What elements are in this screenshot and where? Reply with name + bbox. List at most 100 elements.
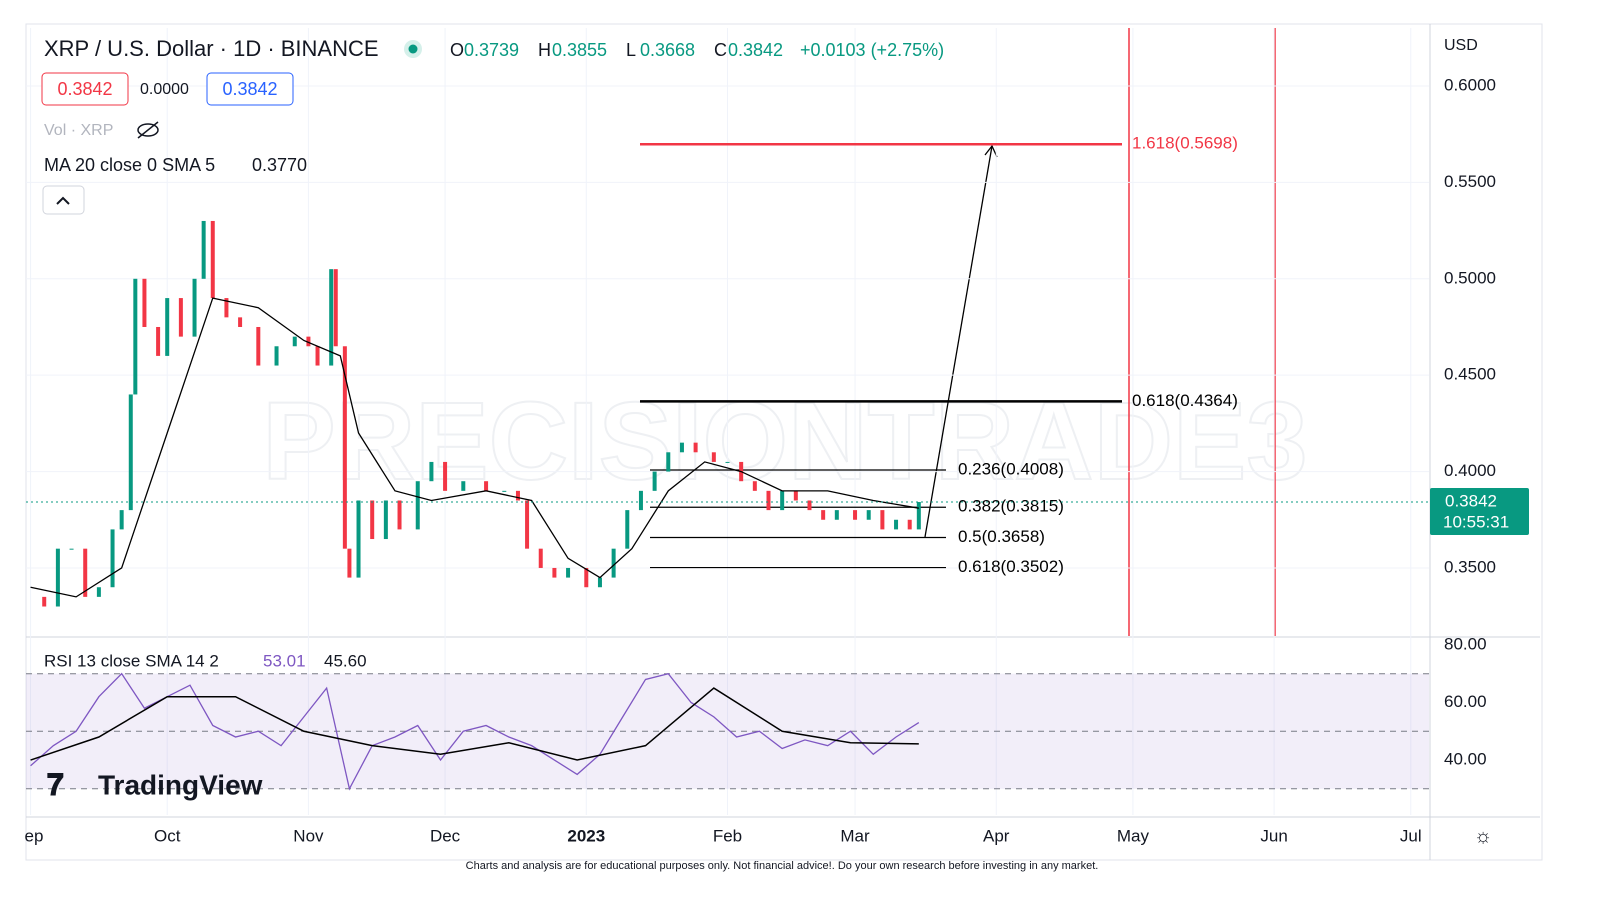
candle-body	[119, 510, 124, 530]
ma-value: 0.3770	[252, 155, 307, 175]
ma-line	[30, 297, 919, 598]
candle-body	[397, 500, 402, 530]
y-tick-label: 0.5500	[1444, 172, 1496, 191]
x-tick-label: ep	[25, 826, 44, 845]
ohlc-value: 0.3668	[640, 40, 695, 60]
ohlc-value: 0.3842	[728, 40, 783, 60]
candle-body	[515, 490, 520, 501]
y-tick-label: 0.5000	[1444, 268, 1496, 287]
ohlc-key: C	[714, 40, 727, 60]
x-tick-label: May	[1117, 826, 1150, 845]
candle-body	[552, 567, 557, 578]
candle-body	[274, 346, 279, 366]
buy-button[interactable]	[206, 72, 294, 106]
candle-body	[693, 442, 698, 453]
candle-body	[625, 510, 630, 549]
fib-label: 0.5(0.3658)	[958, 527, 1045, 546]
sell-price[interactable]: 0.3842	[57, 79, 112, 99]
candle-body	[502, 490, 507, 492]
candle-body	[880, 510, 885, 530]
candle-body	[356, 500, 361, 578]
y-tick-label: 0.4000	[1444, 461, 1496, 480]
candle-body	[55, 548, 60, 607]
candle-body	[866, 510, 871, 520]
y-tick-label: 0.4500	[1444, 365, 1496, 384]
candle-body	[306, 336, 311, 347]
watermark: PRECISIONTRADE3	[262, 380, 1307, 503]
candle-body	[415, 481, 420, 530]
disclaimer: Charts and analysis are for educational …	[466, 860, 1099, 872]
last-price-label: 0.3842	[1445, 492, 1497, 511]
candle-body	[916, 502, 921, 530]
candle-body	[597, 577, 602, 588]
candle-body	[584, 567, 589, 588]
candle-body	[821, 510, 826, 520]
candle-body	[165, 298, 170, 356]
candle-body	[347, 548, 352, 578]
status-dot	[408, 44, 418, 54]
candle-body	[611, 548, 616, 578]
candle-body	[238, 317, 243, 327]
candle-body	[142, 278, 147, 327]
candle-body	[780, 490, 785, 511]
y-tick-label: 0.6000	[1444, 76, 1496, 95]
candle-body	[383, 500, 388, 540]
rsi-tick-label: 80.00	[1444, 634, 1487, 653]
countdown: 10:55:31	[1443, 513, 1509, 532]
frame	[25, 23, 1543, 861]
x-tick-label: Mar	[840, 826, 870, 845]
symbol-title: XRP / U.S. Dollar · 1D · BINANCE	[44, 36, 379, 61]
candle-body	[725, 461, 730, 463]
candle-body	[752, 481, 757, 491]
candle-body	[42, 596, 47, 607]
candle-body	[370, 500, 375, 540]
currency[interactable]: USD	[1444, 37, 1478, 54]
fib-label: 0.618(0.4364)	[1132, 391, 1238, 410]
candle-body	[443, 461, 448, 491]
candle-body	[342, 346, 347, 549]
rsi-tick-label: 40.00	[1444, 750, 1487, 769]
candle-body	[679, 442, 684, 453]
rsi-sma-line	[30, 687, 919, 761]
change: +0.0103 (+2.75%)	[800, 40, 944, 60]
candle-body	[224, 298, 229, 318]
candle-body	[256, 326, 261, 366]
chevron	[56, 196, 70, 205]
candle-body	[766, 490, 771, 511]
candle-body	[538, 548, 543, 568]
x-tick-label: Nov	[293, 826, 324, 845]
candle-body	[329, 269, 334, 366]
candle-body	[894, 519, 899, 530]
x-tick-label: Dec	[430, 826, 461, 845]
ohlc-key: L	[626, 40, 636, 60]
hidden-eye[interactable]	[137, 121, 159, 139]
candle-body	[210, 220, 215, 299]
rsi-sma-value: 45.60	[324, 651, 367, 670]
candle-body	[128, 394, 133, 511]
x-tick-label: Feb	[713, 826, 742, 845]
sell-button[interactable]	[41, 72, 129, 106]
fib-label: 1.618(0.5698)	[1132, 134, 1238, 153]
rsi-line	[30, 672, 920, 791]
settings-icon[interactable]: ☼	[1474, 825, 1492, 847]
rsi-label: RSI 13 close SMA 14 2	[44, 651, 219, 670]
volume-label: Vol · XRP	[44, 122, 113, 139]
x-tick-label: Oct	[154, 826, 181, 845]
logo: TradingView	[98, 769, 263, 800]
candle-body	[793, 490, 798, 501]
candle-body	[638, 490, 643, 511]
ohlc-value: 0.3855	[552, 40, 607, 60]
x-tick-label: 2023	[567, 826, 605, 845]
collapse-button[interactable]	[42, 185, 85, 215]
candle-body	[484, 481, 489, 491]
spread: 0.0000	[140, 81, 189, 98]
candle-body	[201, 220, 206, 279]
y-tick-label: 0.3500	[1444, 557, 1496, 576]
buy-price[interactable]: 0.3842	[222, 79, 277, 99]
arrow-head	[984, 144, 998, 158]
candle-body	[133, 278, 138, 395]
ohlc-key: O	[450, 40, 464, 60]
x-tick-label: Jul	[1400, 826, 1422, 845]
